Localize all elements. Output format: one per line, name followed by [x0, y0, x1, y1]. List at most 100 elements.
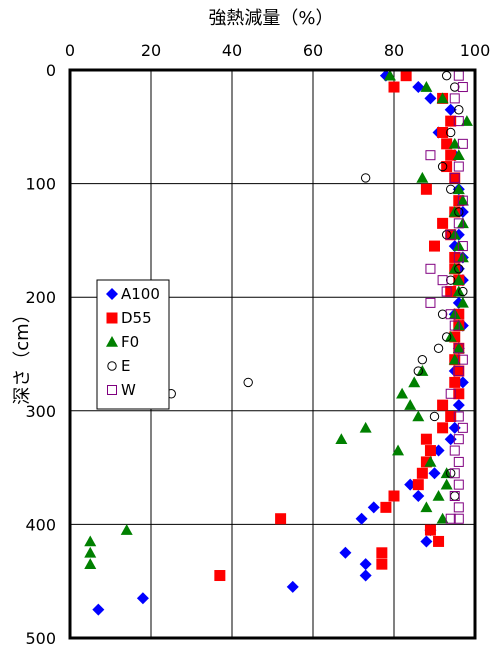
point-a100 — [444, 433, 457, 446]
point-a100 — [452, 399, 465, 412]
point-d55 — [420, 183, 432, 195]
point-w — [449, 93, 460, 104]
point-f0 — [452, 274, 465, 285]
point-w — [457, 241, 468, 252]
point-d55 — [388, 490, 400, 502]
point-f0 — [456, 194, 469, 206]
point-e — [446, 275, 456, 285]
point-a100 — [448, 421, 461, 434]
x-tick-label: 0 — [65, 41, 75, 60]
point-f0 — [120, 524, 133, 535]
point-w — [445, 513, 456, 524]
point-e — [437, 161, 448, 172]
x-tick-label: 40 — [222, 41, 242, 60]
point-e — [454, 207, 464, 217]
point-d55 — [445, 149, 457, 161]
point-w — [453, 252, 464, 263]
point-d55 — [437, 217, 449, 229]
legend-marker-e — [107, 361, 117, 371]
point-e — [429, 411, 440, 422]
point-a100 — [424, 92, 437, 105]
point-w — [457, 354, 468, 365]
point-e — [458, 286, 468, 297]
y-tick-label: 300 — [25, 402, 56, 421]
point-w — [453, 479, 464, 490]
point-d55 — [437, 422, 449, 434]
point-w — [449, 172, 460, 183]
point-w — [453, 218, 464, 229]
point-d55 — [214, 570, 226, 582]
point-w — [453, 513, 464, 524]
point-f0 — [448, 353, 461, 365]
legend-label-e: E — [121, 357, 130, 375]
y-tick-label: 100 — [25, 175, 56, 194]
legend: A100 D55 F0 EW — [96, 279, 170, 410]
point-f0 — [335, 433, 348, 444]
point-f0 — [84, 546, 97, 558]
point-e — [441, 332, 452, 342]
point-e — [417, 354, 428, 365]
point-d55 — [441, 138, 453, 150]
point-w — [453, 161, 464, 172]
point-d55 — [445, 410, 457, 422]
series-w — [425, 70, 468, 524]
point-a100 — [428, 467, 441, 480]
point-d55 — [424, 524, 436, 536]
point-f0 — [452, 342, 465, 354]
point-w — [445, 309, 456, 320]
point-e — [360, 173, 371, 183]
point-d55 — [449, 172, 461, 184]
point-f0 — [408, 376, 421, 388]
point-d55 — [437, 399, 449, 411]
x-tick-label: 60 — [303, 41, 323, 60]
point-d55 — [376, 547, 388, 559]
point-f0 — [404, 399, 417, 410]
point-e — [413, 366, 423, 376]
legend-marker-w — [107, 385, 117, 395]
point-w — [425, 263, 436, 274]
point-f0 — [396, 387, 409, 399]
point-a100 — [136, 592, 149, 605]
point-f0 — [424, 455, 437, 467]
point-w — [457, 82, 468, 93]
point-e — [454, 105, 464, 115]
point-w — [441, 286, 452, 297]
point-f0 — [383, 69, 396, 81]
tick-labels: 0 20 40 60 80 100 0 100 200 300 400 500 — [25, 41, 490, 648]
point-w — [453, 502, 464, 513]
point-d55 — [400, 70, 412, 82]
point-w — [425, 297, 436, 308]
point-w — [453, 366, 464, 377]
legend-label-w: W — [121, 381, 136, 399]
legend-marker-f0 — [106, 336, 118, 347]
y-tick-label: 500 — [25, 629, 56, 648]
point-d55 — [376, 558, 388, 570]
point-f0 — [84, 558, 97, 569]
point-w — [449, 468, 460, 479]
legend-label-a100: A100 — [121, 285, 160, 303]
point-w — [453, 456, 464, 467]
point-w — [437, 275, 448, 286]
point-e — [446, 127, 456, 138]
point-f0 — [84, 535, 97, 547]
x-tick-label: 100 — [460, 41, 491, 60]
point-a100 — [355, 512, 368, 525]
point-d55 — [412, 479, 424, 491]
y-tick-label: 0 — [46, 61, 56, 80]
point-a100 — [286, 580, 299, 593]
point-e — [446, 184, 456, 194]
point-w — [449, 320, 460, 331]
point-d55 — [416, 467, 428, 479]
legend-label-d55: D55 — [121, 309, 152, 327]
point-f0 — [432, 490, 445, 501]
x-tick-label: 80 — [384, 41, 404, 60]
point-e — [454, 264, 464, 274]
point-a100 — [412, 490, 425, 502]
point-a100 — [359, 558, 372, 571]
point-d55 — [380, 501, 392, 513]
point-f0 — [416, 171, 429, 183]
point-a100 — [92, 603, 105, 616]
point-d55 — [437, 126, 449, 138]
